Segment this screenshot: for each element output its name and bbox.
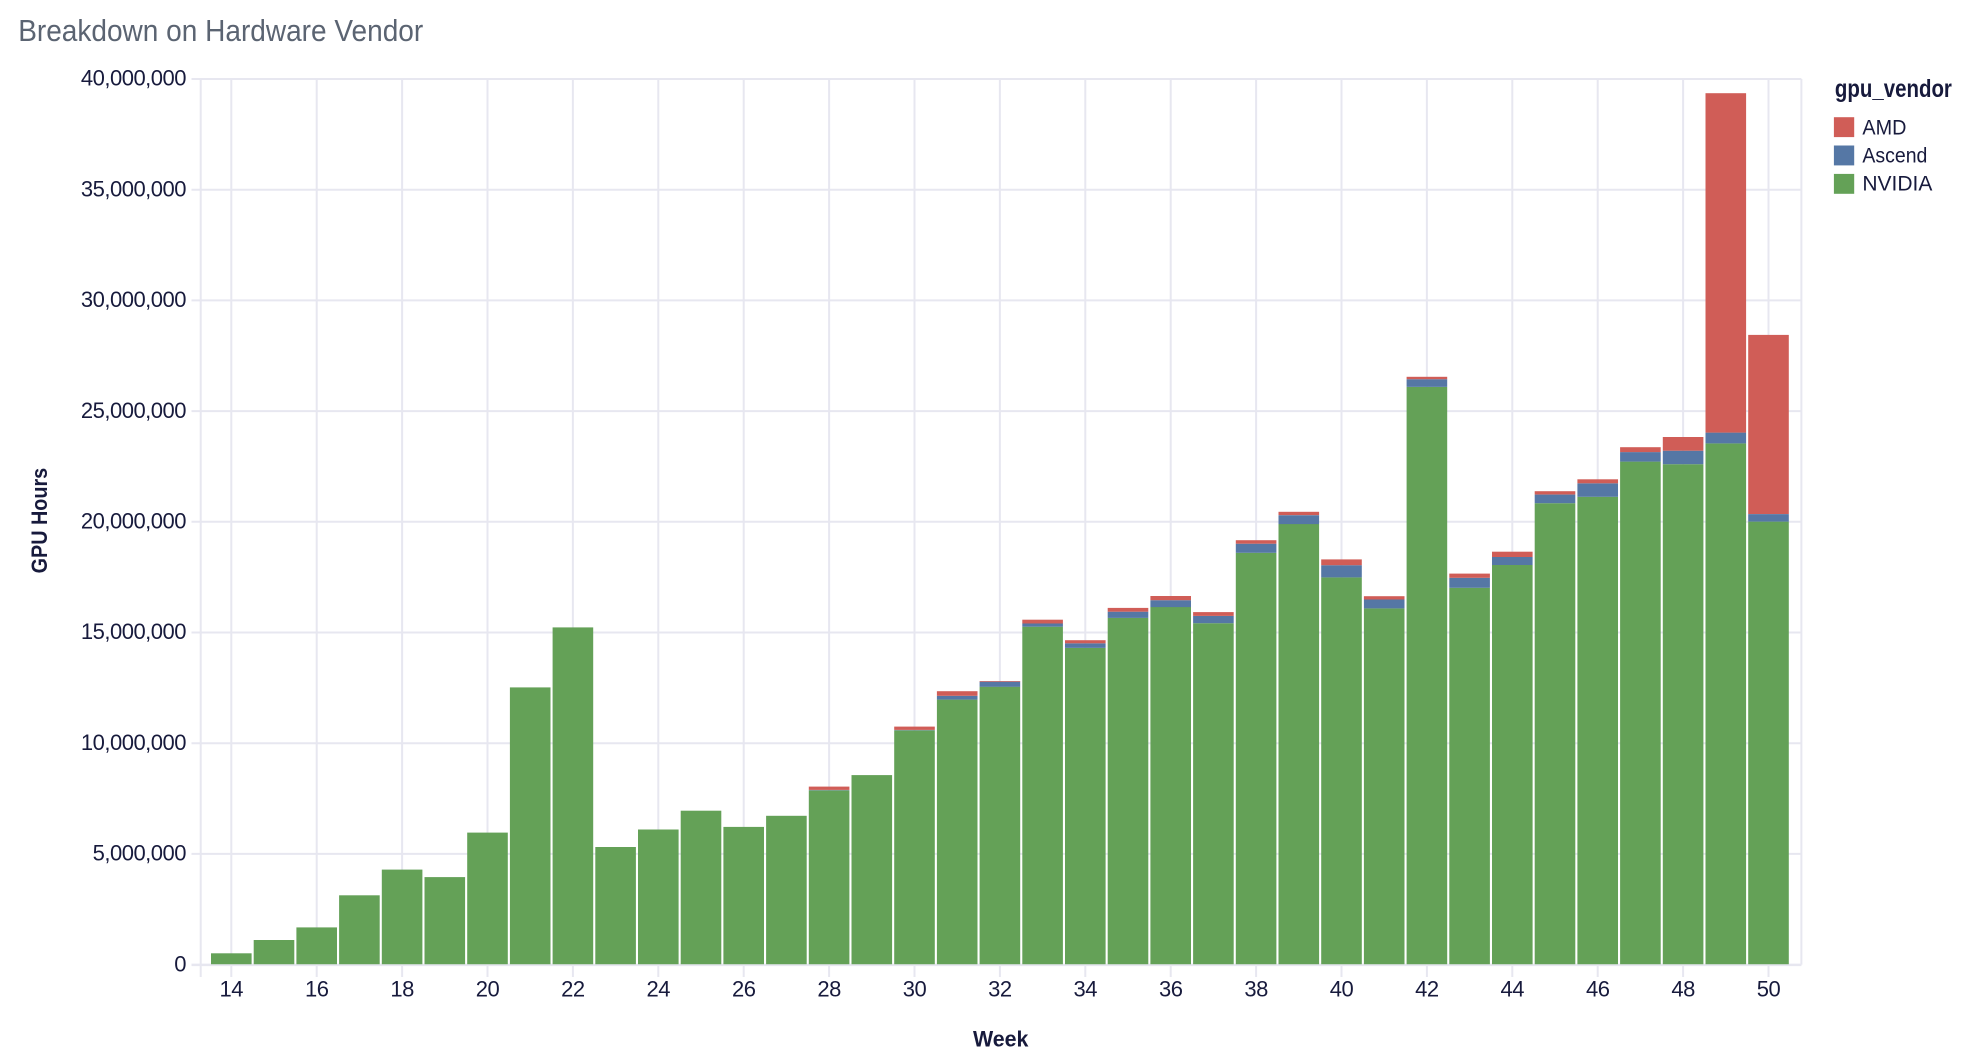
svg-text:20: 20	[476, 977, 500, 1002]
svg-text:14: 14	[220, 977, 244, 1002]
svg-text:28: 28	[817, 977, 841, 1002]
svg-text:34: 34	[1074, 977, 1098, 1002]
svg-text:Ascend: Ascend	[1862, 144, 1927, 167]
svg-text:gpu_vendor: gpu_vendor	[1835, 75, 1952, 103]
svg-text:44: 44	[1501, 977, 1525, 1002]
svg-text:5,000,000: 5,000,000	[93, 841, 187, 866]
svg-text:36: 36	[1159, 977, 1183, 1002]
svg-text:38: 38	[1244, 977, 1268, 1002]
svg-text:15,000,000: 15,000,000	[81, 619, 186, 644]
svg-text:30: 30	[903, 977, 927, 1002]
svg-text:32: 32	[988, 977, 1012, 1002]
svg-text:Breakdown on Hardware Vendor: Breakdown on Hardware Vendor	[18, 13, 423, 48]
svg-text:Week: Week	[973, 1027, 1029, 1052]
svg-text:35,000,000: 35,000,000	[81, 176, 186, 201]
svg-text:22: 22	[561, 977, 585, 1002]
svg-text:0: 0	[174, 951, 186, 976]
svg-text:GPU Hours: GPU Hours	[27, 468, 52, 574]
svg-text:18: 18	[390, 977, 414, 1002]
svg-text:NVIDIA: NVIDIA	[1862, 172, 1932, 195]
svg-text:25,000,000: 25,000,000	[81, 398, 186, 423]
svg-text:10,000,000: 10,000,000	[81, 730, 186, 755]
svg-text:24: 24	[647, 977, 671, 1002]
svg-text:46: 46	[1586, 977, 1610, 1002]
svg-text:48: 48	[1671, 977, 1695, 1002]
svg-text:42: 42	[1415, 977, 1439, 1002]
svg-text:20,000,000: 20,000,000	[81, 509, 186, 534]
svg-text:40,000,000: 40,000,000	[81, 66, 186, 91]
svg-text:16: 16	[305, 977, 329, 1002]
svg-text:26: 26	[732, 977, 756, 1002]
svg-text:40: 40	[1330, 977, 1354, 1002]
svg-text:50: 50	[1757, 977, 1781, 1002]
svg-text:AMD: AMD	[1862, 116, 1906, 139]
svg-text:30,000,000: 30,000,000	[81, 287, 186, 312]
